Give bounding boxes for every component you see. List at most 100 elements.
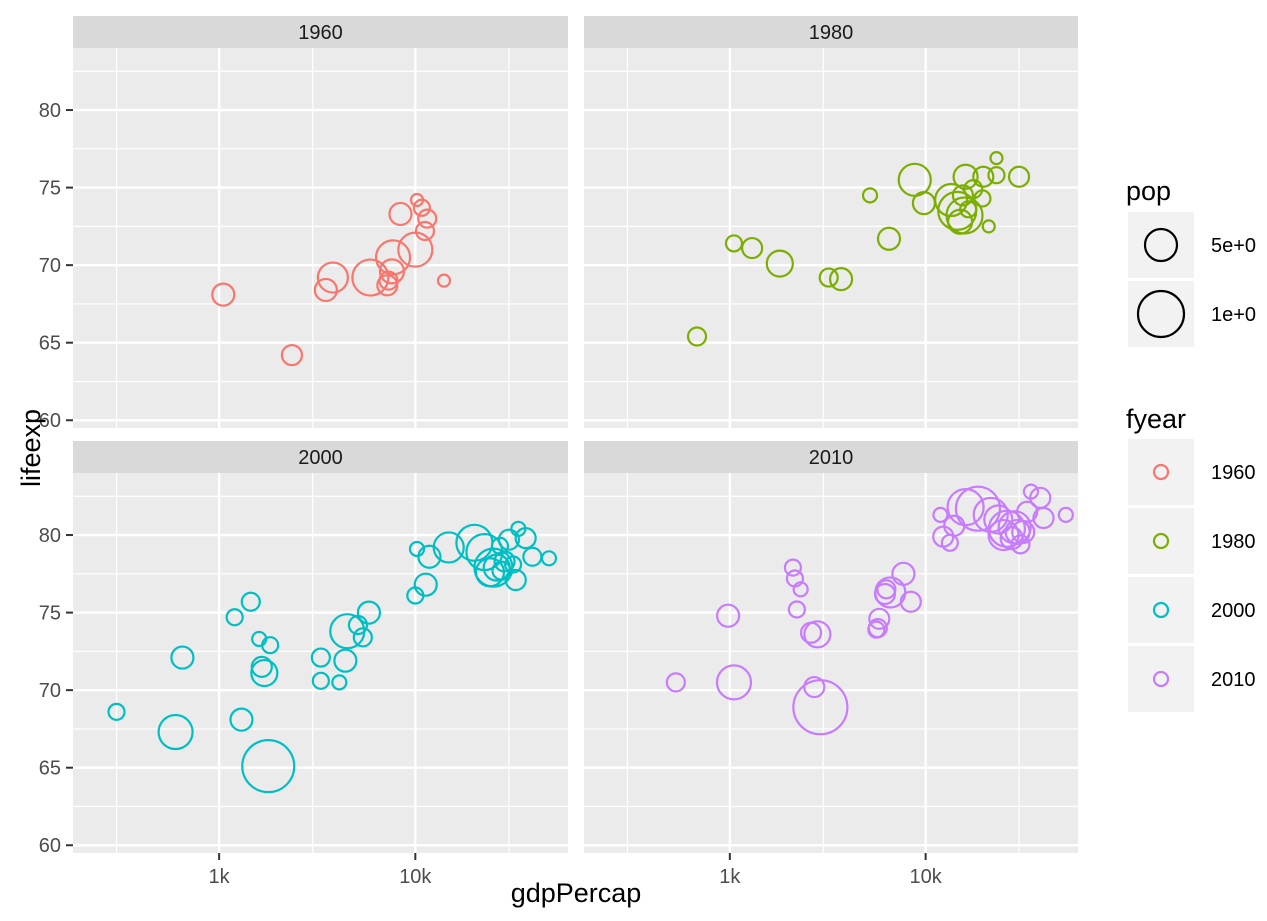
data-point	[981, 219, 996, 234]
data-point	[503, 555, 523, 574]
data-point	[493, 550, 516, 573]
facet-strip-label: 1960	[298, 22, 343, 44]
data-point	[803, 675, 826, 699]
data-point	[225, 608, 244, 627]
y-tick-label: 70	[39, 255, 61, 277]
facet-strip	[73, 16, 568, 48]
data-point	[818, 267, 839, 288]
facet-strip-label: 2010	[809, 447, 854, 469]
x-axis-title: gdpPercap	[511, 878, 642, 908]
data-point	[952, 163, 979, 190]
data-point	[1010, 534, 1031, 555]
grid-lines	[73, 48, 568, 428]
legend-color-label: 1980	[1211, 531, 1256, 553]
data-point	[310, 647, 331, 668]
data-point	[987, 509, 1026, 548]
data-point	[861, 187, 879, 204]
facet-strip	[584, 441, 1078, 473]
legend-color-label: 2010	[1211, 669, 1256, 691]
data-point	[686, 326, 708, 347]
data-point	[954, 485, 1002, 532]
data-point	[240, 591, 261, 612]
data-point	[408, 540, 426, 558]
data-point	[250, 658, 279, 688]
x-tick-label: 1k	[209, 866, 231, 888]
data-point	[868, 607, 891, 630]
data-point	[983, 504, 1014, 535]
data-point	[891, 561, 916, 586]
data-point	[787, 600, 806, 619]
data-point	[792, 679, 849, 736]
data-point	[356, 600, 382, 625]
data-point	[352, 627, 373, 648]
y-tick-label: 75	[39, 178, 61, 200]
data-point	[1057, 506, 1074, 523]
data-point	[972, 165, 995, 188]
data-point	[932, 506, 949, 523]
y-tick-label: 60	[39, 835, 61, 857]
y-tick-label: 70	[39, 680, 61, 702]
data-point	[867, 618, 888, 639]
legend-title-pop: pop	[1126, 176, 1171, 206]
legend-color-symbol	[1152, 463, 1170, 481]
legend-color-symbol	[1152, 670, 1170, 688]
data-point	[946, 488, 985, 527]
points-1980	[686, 151, 1031, 347]
legend-color-symbol	[1152, 601, 1170, 619]
facet-strip-label: 1980	[809, 22, 854, 44]
data-point	[388, 201, 413, 227]
data-point	[934, 182, 969, 218]
y-tick-label: 60	[39, 410, 61, 432]
data-point	[1004, 518, 1031, 546]
data-point	[783, 558, 803, 577]
data-point	[311, 671, 330, 690]
data-point	[1007, 165, 1031, 188]
data-point	[945, 196, 984, 235]
y-tick-label: 80	[39, 525, 61, 547]
data-point	[724, 234, 744, 253]
y-tick-label: 80	[39, 100, 61, 122]
data-point	[229, 707, 254, 732]
facet-strip	[584, 16, 1078, 48]
points-2000	[107, 520, 558, 794]
legend-color-label: 2000	[1211, 600, 1256, 622]
x-tick-label: 10k	[399, 866, 432, 888]
data-point	[316, 261, 349, 294]
data-point	[211, 282, 236, 307]
data-point	[333, 648, 358, 673]
legend-size-symbol	[1136, 289, 1186, 339]
panel-background	[584, 48, 1078, 428]
data-point	[1016, 500, 1039, 523]
data-point	[331, 674, 348, 691]
data-point	[716, 603, 741, 628]
data-point	[504, 568, 527, 592]
legend-color-symbol	[1152, 532, 1170, 550]
data-point	[989, 151, 1004, 166]
data-point	[715, 664, 753, 701]
legend-key	[1128, 646, 1194, 712]
data-point	[803, 620, 832, 649]
x-tick-label: 1k	[719, 866, 741, 888]
data-point	[417, 544, 442, 569]
data-point	[792, 581, 809, 598]
data-point	[951, 184, 975, 207]
data-point	[157, 713, 194, 751]
data-point	[261, 636, 280, 655]
legend-title-fyear: fyear	[1126, 404, 1186, 434]
legend-key	[1128, 577, 1194, 643]
facet-panel-2000: 2000	[73, 441, 568, 853]
data-point	[540, 550, 558, 567]
data-point	[665, 672, 686, 693]
data-point	[828, 267, 854, 292]
data-point	[876, 579, 897, 600]
legend-key	[1128, 212, 1194, 278]
legend-color-label: 1960	[1211, 462, 1256, 484]
legend-size-symbol	[1143, 227, 1179, 263]
y-tick-label: 65	[39, 333, 61, 355]
x-tick-label: 10k	[910, 866, 943, 888]
data-point	[412, 198, 431, 217]
y-axis-title: lifeexp	[16, 409, 46, 487]
data-point	[741, 236, 764, 260]
data-point	[514, 527, 537, 550]
